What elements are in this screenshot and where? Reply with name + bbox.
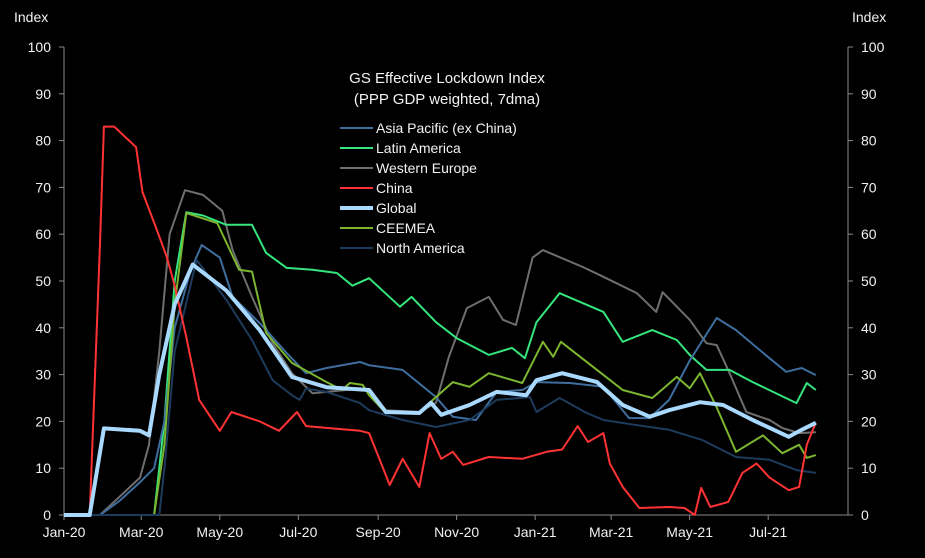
y-tick-label-left: 100 bbox=[28, 39, 52, 55]
x-tick-label: Jul-21 bbox=[749, 524, 787, 540]
x-tick-label: Mar-20 bbox=[119, 524, 164, 540]
x-tick-label: Jan-21 bbox=[514, 524, 557, 540]
y-tick-label-right: 20 bbox=[861, 413, 877, 429]
series-line-north-america bbox=[64, 258, 816, 516]
y-tick-label-left: 80 bbox=[35, 133, 51, 149]
legend-label: Latin America bbox=[376, 140, 461, 156]
y-tick-label-right: 100 bbox=[861, 39, 885, 55]
y-tick-label-right: 50 bbox=[861, 273, 877, 289]
legend-label: Global bbox=[376, 200, 416, 216]
legend: Asia Pacific (ex China) Latin America West… bbox=[340, 120, 517, 256]
chart-title: GS Effective Lockdown Index bbox=[349, 70, 545, 87]
series-line-western-europe bbox=[64, 189, 816, 516]
y-tick-label-right: 80 bbox=[861, 133, 877, 149]
x-tick-label: Jan-20 bbox=[43, 524, 86, 540]
y-tick-label-left: 30 bbox=[35, 367, 51, 383]
y-tick-label-left: 90 bbox=[35, 86, 51, 102]
y-tick-label-left: 50 bbox=[35, 273, 51, 289]
chart-subtitle: (PPP GDP weighted, 7dma) bbox=[354, 91, 540, 108]
series-line-china bbox=[64, 125, 817, 516]
legend-label: China bbox=[376, 180, 413, 196]
y-tick-label-left: 20 bbox=[35, 413, 51, 429]
left-axis-label: Index bbox=[14, 9, 48, 25]
right-axis-label: Index bbox=[852, 9, 886, 25]
y-tick-label-left: 40 bbox=[35, 320, 51, 336]
series-line-global bbox=[64, 262, 817, 517]
x-tick-label: Mar-21 bbox=[589, 524, 634, 540]
y-tick-label-right: 30 bbox=[861, 367, 877, 383]
y-tick-label-right: 90 bbox=[861, 86, 877, 102]
legend-label: CEEMEA bbox=[376, 220, 436, 236]
x-tick-label: Jul-20 bbox=[279, 524, 317, 540]
y-tick-label-left: 70 bbox=[35, 179, 51, 195]
y-tick-label-left: 10 bbox=[35, 460, 51, 476]
axes: 0 0 10 10 20 20 30 30 40 40 50 50 60 60 70 70 80 80 90 90 10… bbox=[28, 39, 885, 540]
y-tick-label-left: 0 bbox=[43, 507, 51, 523]
y-tick-label-right: 10 bbox=[861, 460, 877, 476]
y-tick-label-right: 0 bbox=[861, 507, 869, 523]
legend-label: North America bbox=[376, 240, 465, 256]
y-tick-label-right: 60 bbox=[861, 226, 877, 242]
x-tick-label: Nov-20 bbox=[434, 524, 479, 540]
y-tick-label-right: 40 bbox=[861, 320, 877, 336]
y-tick-label-left: 60 bbox=[35, 226, 51, 242]
legend-label: Western Europe bbox=[376, 160, 477, 176]
y-tick-label-right: 70 bbox=[861, 179, 877, 195]
series-lines bbox=[64, 125, 817, 517]
x-tick-label: Sep-20 bbox=[356, 524, 401, 540]
series-line-asia-pacific-ex-china bbox=[64, 244, 817, 516]
series-line-latin-america bbox=[64, 211, 817, 516]
x-tick-label: May-20 bbox=[196, 524, 243, 540]
x-tick-label: May-21 bbox=[666, 524, 713, 540]
series-line-ceemea bbox=[64, 212, 817, 516]
legend-label: Asia Pacific (ex China) bbox=[376, 120, 517, 136]
